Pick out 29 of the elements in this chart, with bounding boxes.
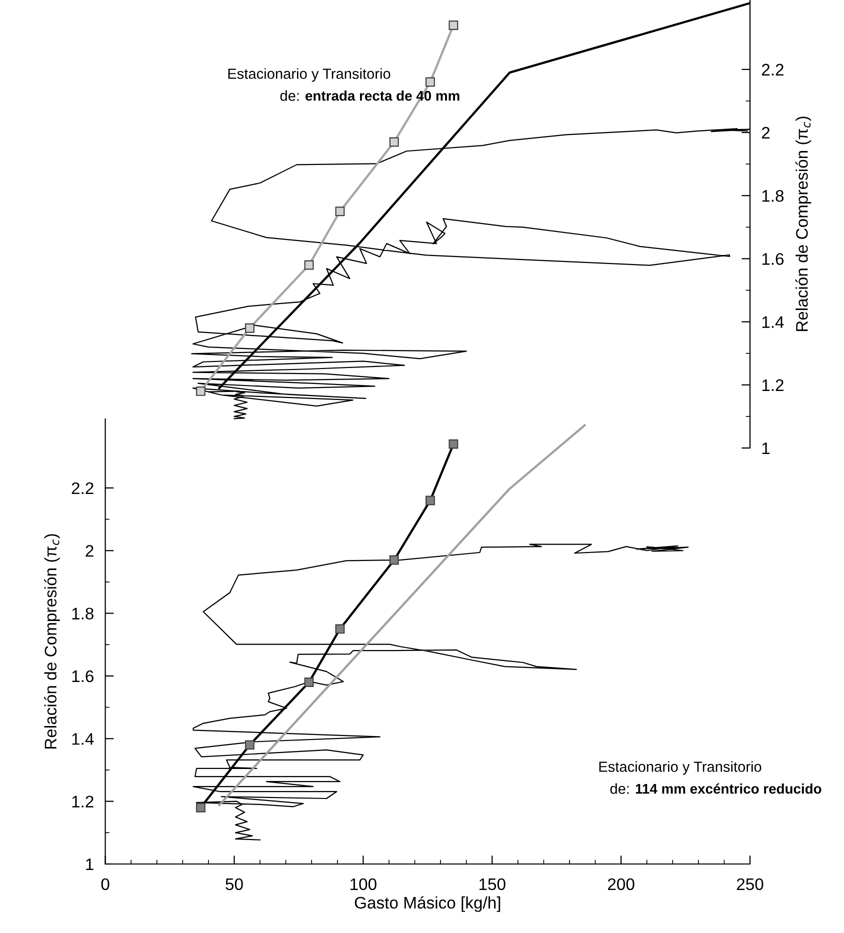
y-tick-label: 1.4 — [72, 733, 94, 745]
y-tick-label: 2 — [86, 545, 94, 557]
annotation: entrada recta de 40 mm — [306, 90, 460, 101]
y-tick-label: 1 — [762, 442, 770, 454]
y-tick-label: 1.6 — [72, 670, 94, 682]
x-tick-label: 100 — [350, 878, 376, 890]
y-tick-label: 1.2 — [72, 796, 94, 808]
y-tick-label: 2 — [762, 126, 770, 139]
annotation: Estacionario y Transitorio — [599, 761, 762, 775]
y-tick-label: 1.8 — [72, 608, 94, 620]
y-tick-label: 1.4 — [762, 316, 784, 328]
annotation: 114 mm excéntrico reducido — [636, 783, 822, 794]
x-tick-label: 50 — [226, 878, 243, 890]
x-tick-label: 0 — [101, 878, 110, 890]
y-tick-label: 1 — [86, 858, 94, 870]
x-tick-label: 150 — [479, 878, 506, 890]
y-tick-label: 1.2 — [762, 379, 784, 391]
y-tick-label: 2.2 — [762, 64, 784, 76]
x-tick-label: 250 — [736, 878, 764, 890]
y-tick-label: 2.2 — [72, 482, 94, 494]
annotation: Estacionario y Transitorio — [228, 68, 390, 82]
y-axis-title: Relación de Compresión (π$_{c}$) — [795, 116, 812, 332]
x-axis-title: Gasto Másico [kg/h] — [354, 896, 500, 912]
y-tick-label: 1.6 — [762, 253, 784, 265]
y-tick-label: 1.8 — [762, 190, 784, 202]
x-tick-label: 200 — [608, 878, 634, 890]
annotation: de: — [610, 783, 629, 794]
annotation: de: — [280, 90, 299, 101]
y-axis-title: Relación de Compresión (π$_{c}$) — [44, 534, 60, 749]
